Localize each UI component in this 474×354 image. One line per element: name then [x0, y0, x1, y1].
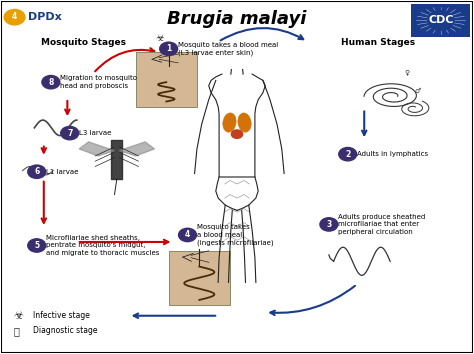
Text: Microfilariae shed sheaths,
pentrate mosquito's midgut,
and migrate to thoracic : Microfilariae shed sheaths, pentrate mos… — [46, 235, 160, 256]
Text: 5: 5 — [34, 241, 39, 250]
Text: ♀: ♀ — [404, 69, 410, 75]
Text: ☣: ☣ — [13, 311, 23, 321]
Text: Migration to mosquito
head and proboscis: Migration to mosquito head and proboscis — [60, 75, 137, 89]
Circle shape — [231, 130, 243, 138]
Circle shape — [160, 42, 178, 56]
Text: Human Stages: Human Stages — [341, 38, 415, 47]
Ellipse shape — [223, 113, 236, 132]
FancyBboxPatch shape — [169, 251, 230, 305]
FancyBboxPatch shape — [411, 4, 470, 36]
Circle shape — [339, 148, 357, 161]
Text: L1 larvae: L1 larvae — [46, 169, 79, 175]
Circle shape — [28, 165, 46, 178]
Polygon shape — [119, 142, 155, 156]
Text: Mosquito takes
a blood meal
(ingests microfilariae): Mosquito takes a blood meal (ingests mic… — [197, 224, 273, 246]
Ellipse shape — [238, 113, 251, 132]
Circle shape — [61, 126, 79, 140]
FancyBboxPatch shape — [136, 52, 197, 107]
Text: Adults produce sheathed
microfilariae that enter
peripheral circulation: Adults produce sheathed microfilariae th… — [338, 214, 426, 235]
Text: DPDx: DPDx — [28, 12, 62, 22]
Text: 1: 1 — [166, 44, 171, 53]
Text: Adults in lymphatics: Adults in lymphatics — [357, 151, 428, 157]
Circle shape — [320, 218, 338, 231]
Text: Mosquito Stages: Mosquito Stages — [41, 38, 127, 47]
Text: 8: 8 — [48, 78, 54, 87]
Text: Diagnostic stage: Diagnostic stage — [34, 326, 98, 335]
Circle shape — [179, 228, 197, 242]
Text: Brugia malayi: Brugia malayi — [167, 10, 307, 28]
Circle shape — [42, 75, 60, 89]
Circle shape — [4, 10, 25, 25]
Text: ♂: ♂ — [415, 88, 421, 95]
Text: ☣: ☣ — [156, 33, 164, 43]
Circle shape — [28, 239, 46, 252]
Text: 4: 4 — [185, 230, 190, 239]
Text: L3 larvae: L3 larvae — [79, 130, 111, 136]
Text: Infective stage: Infective stage — [34, 311, 91, 320]
Text: 🪱: 🪱 — [13, 326, 19, 336]
Polygon shape — [79, 142, 115, 156]
Text: 3: 3 — [326, 220, 331, 229]
Text: 2: 2 — [345, 150, 350, 159]
Text: Mosquito takes a blood meal
(L3 larvae enter skin): Mosquito takes a blood meal (L3 larvae e… — [178, 42, 278, 56]
Text: CDC: CDC — [428, 15, 454, 25]
Text: 4: 4 — [12, 12, 17, 21]
Text: 6: 6 — [34, 167, 39, 176]
Circle shape — [428, 11, 454, 30]
Text: 7: 7 — [67, 129, 73, 138]
